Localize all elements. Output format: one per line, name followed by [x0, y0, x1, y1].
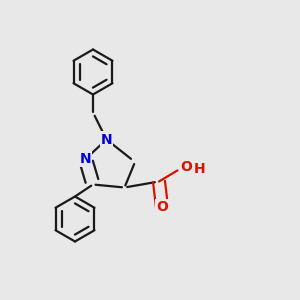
Text: O: O [156, 200, 168, 214]
Text: H: H [194, 162, 206, 176]
Text: N: N [101, 133, 112, 146]
Text: O: O [180, 160, 192, 174]
Text: N: N [80, 152, 91, 166]
